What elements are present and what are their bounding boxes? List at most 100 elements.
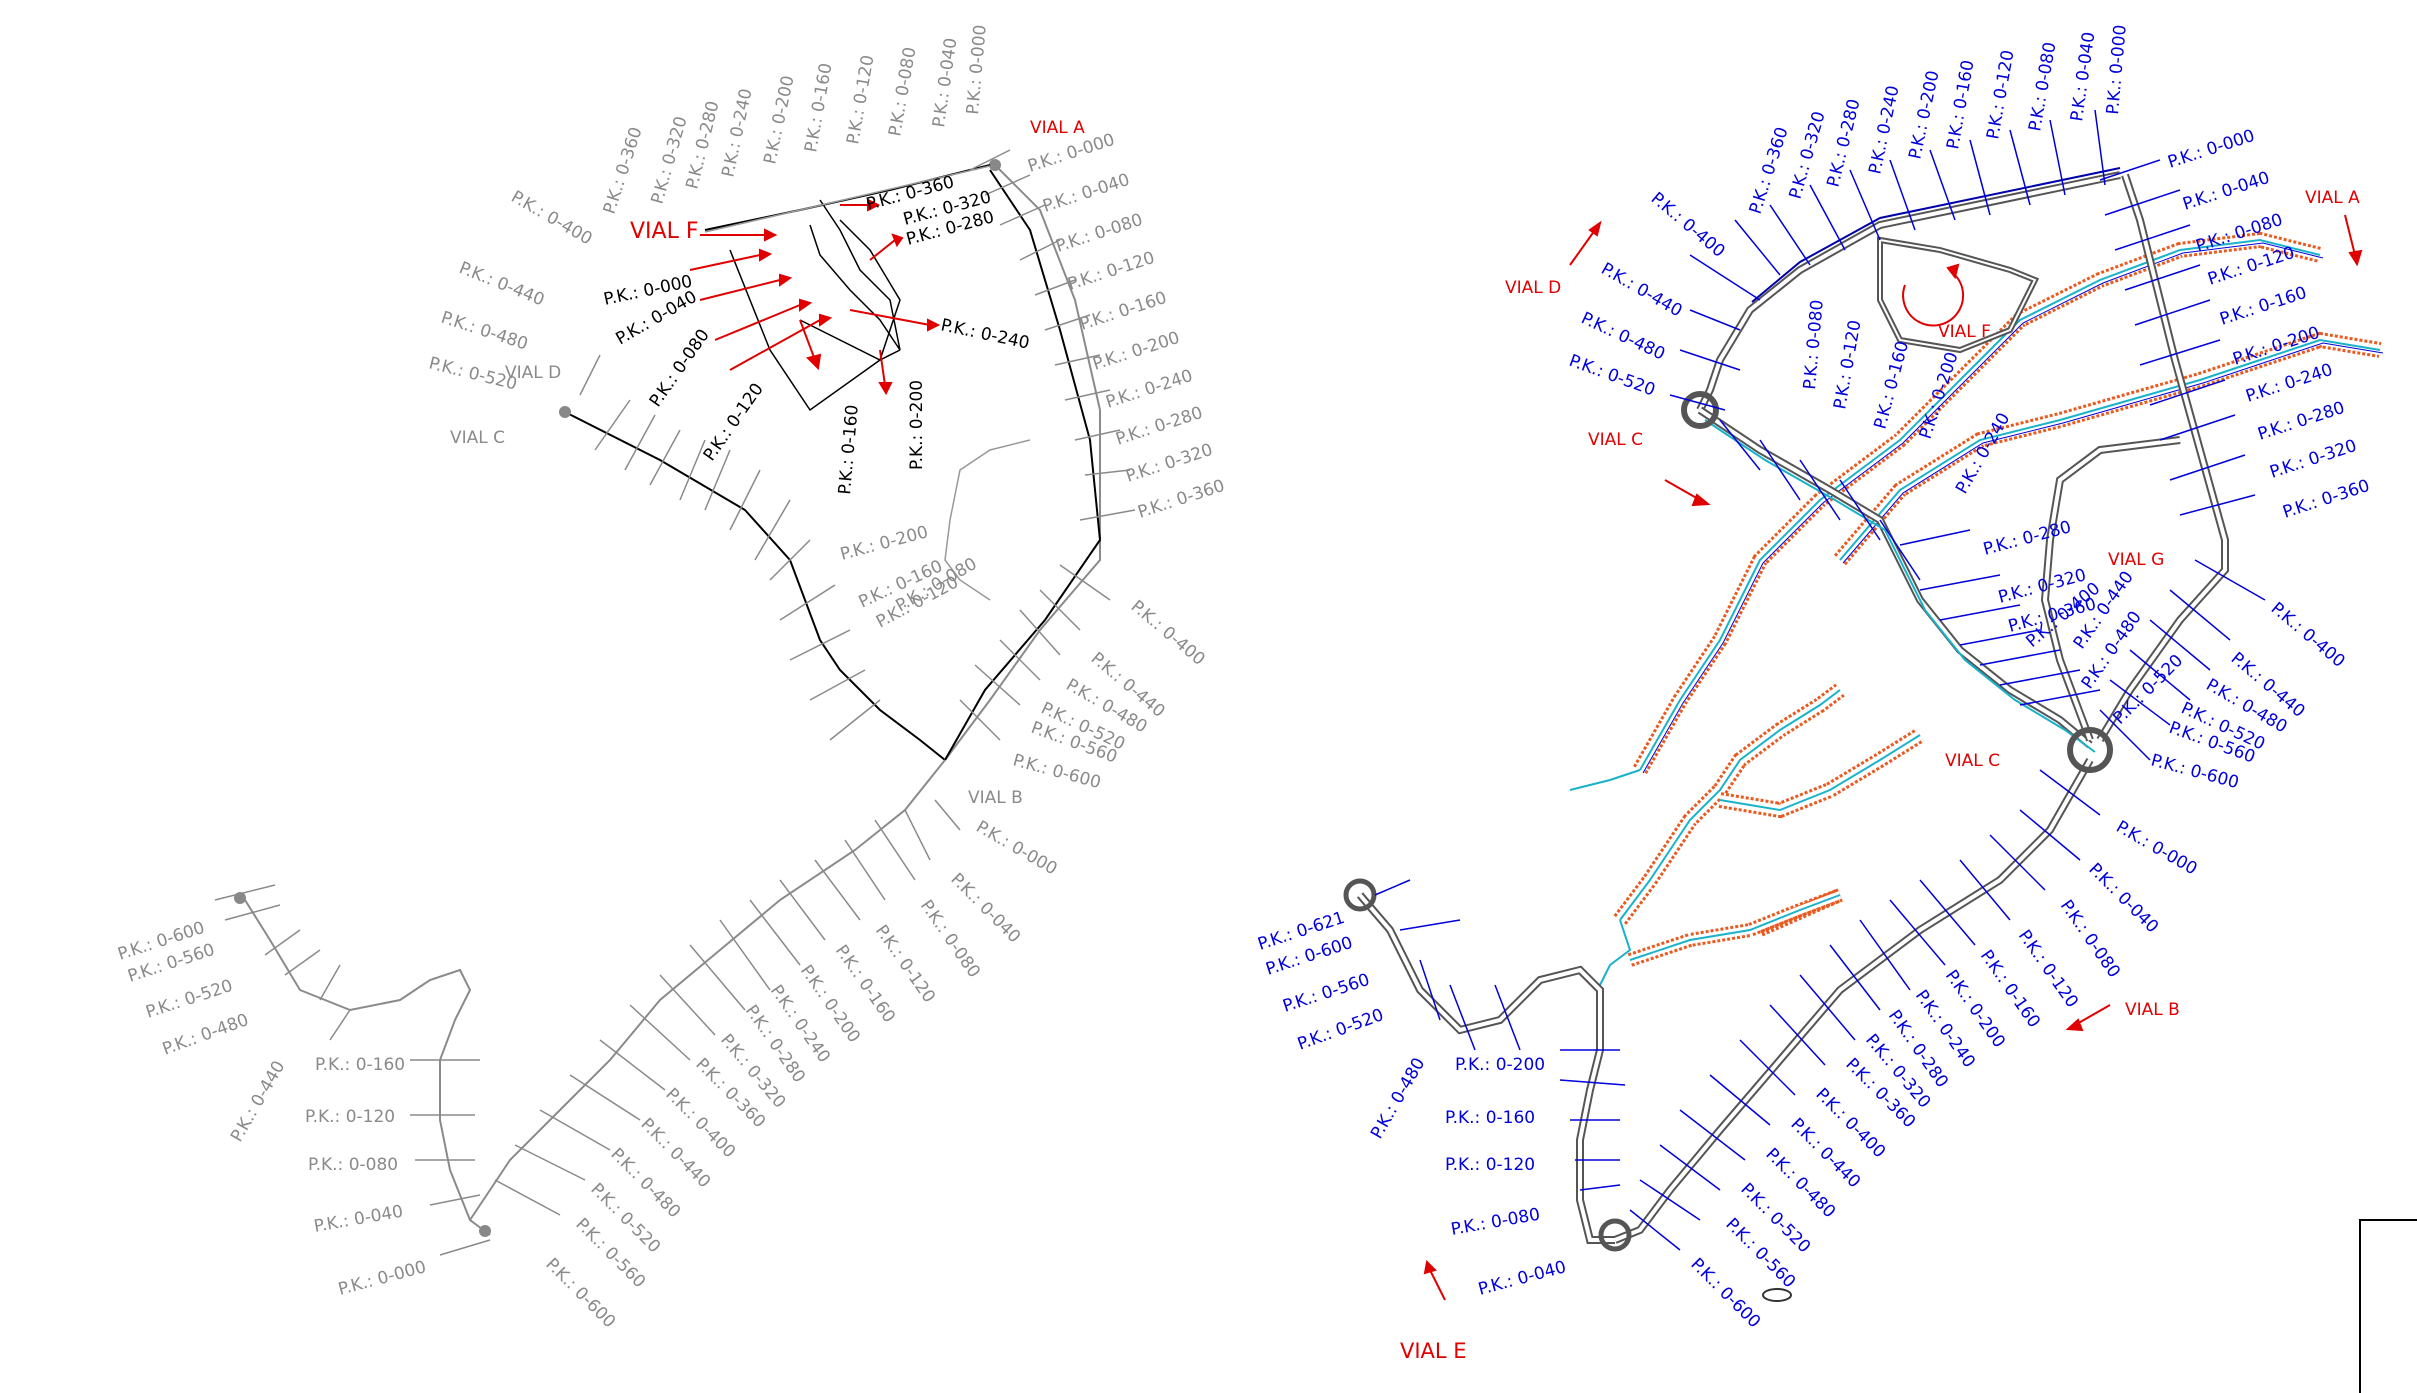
vial-e-alignment xyxy=(244,899,491,1236)
road-vial-d-inner xyxy=(1698,173,2121,411)
left-a-0-040: P.K.: 0-040 xyxy=(1040,170,1132,217)
right-b-0-600: P.K.: 0-600 xyxy=(1686,1254,1764,1332)
left-vial-a-label: VIAL A xyxy=(1030,118,1085,138)
left-d-0-440: P.K.: 0-440 xyxy=(456,258,547,310)
left-a-0-400: P.K.: 0-400 xyxy=(1127,597,1209,670)
vial-f-tail xyxy=(799,319,901,361)
existing-path xyxy=(944,439,1031,601)
road-vial-c-cyan xyxy=(1704,419,2096,753)
left-d-0-520: P.K.: 0-520 xyxy=(427,353,519,394)
left-a-0-160: P.K.: 0-160 xyxy=(1077,288,1169,335)
right-a-0-360: P.K.: 0-360 xyxy=(2280,476,2372,523)
left-f-0-240: P.K.: 0-240 xyxy=(939,315,1031,353)
road-vial-g-inner xyxy=(2042,438,2181,741)
left-d-0-400: P.K.: 0-400 xyxy=(508,187,596,249)
right-a-0-160: P.K.: 0-160 xyxy=(2217,283,2309,330)
right-vial-d-label: VIAL D xyxy=(1505,278,1561,298)
right-b-0-080: P.K.: 0-080 xyxy=(2056,896,2124,981)
right-vial-c-mid-label: VIAL C xyxy=(1945,751,2000,771)
vial-d-alignment xyxy=(564,411,946,761)
left-f-0-160: P.K.: 0-160 xyxy=(835,404,863,495)
right-vial-g-label: VIAL G xyxy=(2108,550,2164,570)
left-a-0-080: P.K.: 0-080 xyxy=(1053,210,1145,257)
vial-a-black-alignment xyxy=(944,169,1102,761)
left-a-0-240: P.K.: 0-240 xyxy=(1103,366,1195,413)
roundabout-vial-c xyxy=(2067,727,2113,773)
right-vial-e-label: VIAL E xyxy=(1400,1339,1467,1363)
left-d-0-000: P.K.: 0-000 xyxy=(963,24,991,115)
right-c-0-080: P.K.: 0-080 xyxy=(1800,299,1828,390)
left-d-0-080: P.K.: 0-080 xyxy=(885,46,920,138)
left-d-0-120: P.K.: 0-120 xyxy=(843,54,878,146)
left-d-0-480: P.K.: 0-480 xyxy=(438,308,530,355)
right-vial-b-label: VIAL B xyxy=(2125,1000,2180,1020)
roundabout-vial-e-south xyxy=(1598,1218,1632,1252)
right-b-0-000: P.K.: 0-000 xyxy=(2113,817,2201,879)
left-a-0-200: P.K.: 0-200 xyxy=(1090,328,1182,375)
left-d-0-240: P.K.: 0-240 xyxy=(718,87,756,179)
right-vial-a-label: VIAL A xyxy=(2305,188,2360,208)
vial-e-arrow xyxy=(1423,1259,1446,1301)
left-e-0-120: P.K.: 0-120 xyxy=(305,1107,395,1127)
left-a-0-360: P.K.: 0-360 xyxy=(1135,476,1227,523)
river-north xyxy=(1633,231,2324,774)
vial-b-arrow xyxy=(2065,1004,2111,1032)
vial-a-alignment xyxy=(944,164,1101,761)
left-a-0-320: P.K.: 0-320 xyxy=(1123,440,1215,487)
road-vial-a-inner xyxy=(2098,174,2227,742)
left-e-0-160: P.K.: 0-160 xyxy=(315,1055,405,1075)
small-pond xyxy=(1762,1288,1792,1302)
left-d-0-280: P.K.: 0-280 xyxy=(682,99,723,191)
right-d-0-240: P.K.: 0-240 xyxy=(1865,84,1903,176)
right-vial-c-top-label: VIAL C xyxy=(1588,430,1643,450)
right-d-0-120: P.K.: 0-120 xyxy=(1983,49,2018,141)
left-vial-b-labels: P.K.: 0-000 P.K.: 0-040 P.K.: 0-080 P.K.… xyxy=(541,817,1060,1332)
right-station-ticks xyxy=(1374,109,2266,1251)
left-vial-c-labels: P.K.: 0-080 P.K.: 0-120 P.K.: 0-160 P.K.… xyxy=(838,522,980,632)
vial-f-arrows xyxy=(689,198,941,396)
left-d-0-200: P.K.: 0-200 xyxy=(760,74,798,166)
right-e-0-080: P.K.: 0-080 xyxy=(1449,1205,1541,1240)
river-south-b xyxy=(1718,728,1925,819)
right-g-0-280: P.K.: 0-280 xyxy=(1981,517,2073,560)
right-vial-f-label: VIAL F xyxy=(1938,322,1991,342)
river-tail-west xyxy=(1569,769,1641,791)
left-d-0-040: P.K.: 0-040 xyxy=(929,37,961,129)
river-tail-southwest xyxy=(1599,919,1632,986)
right-a-0-400: P.K.: 0-400 xyxy=(2267,599,2349,672)
vial-a-arrow xyxy=(2344,214,2363,267)
right-d-0-360: P.K.: 0-360 xyxy=(1746,125,1793,217)
river-south-c xyxy=(1627,888,1843,967)
right-a-0-280: P.K.: 0-280 xyxy=(2255,398,2347,445)
right-d-0-160: P.K.: 0-160 xyxy=(1943,59,1978,151)
left-vial-c-label: VIAL C xyxy=(450,428,505,448)
right-d-0-200: P.K.: 0-200 xyxy=(1905,69,1943,161)
left-b-0-000: P.K.: 0-000 xyxy=(973,817,1061,879)
right-e-0-040: P.K.: 0-040 xyxy=(1476,1257,1568,1300)
left-f-0-200: P.K.: 0-200 xyxy=(907,380,927,470)
left-a-0-280: P.K.: 0-280 xyxy=(1113,403,1205,450)
vial-f-arrow xyxy=(1902,263,1965,327)
vial-a-ticks xyxy=(959,149,1136,741)
left-e-0-520: P.K.: 0-520 xyxy=(143,976,235,1023)
vial-d-start-node xyxy=(559,406,571,418)
left-e-0-040: P.K.: 0-040 xyxy=(312,1202,404,1237)
vial-d-ticks xyxy=(579,354,881,741)
right-e-0-160: P.K.: 0-160 xyxy=(1445,1108,1535,1128)
roundabout-vial-e-north xyxy=(1343,878,1377,912)
left-b-0-600: P.K.: 0-600 xyxy=(541,1254,619,1332)
river-south-a xyxy=(1613,683,1845,925)
vial-e-end-node xyxy=(479,1225,491,1237)
right-d-0-000: P.K.: 0-000 xyxy=(2103,24,2131,115)
right-d-0-480: P.K.: 0-480 xyxy=(1578,308,1668,364)
vial-f-inner xyxy=(809,199,901,351)
right-d-0-520: P.K.: 0-520 xyxy=(1566,351,1658,401)
left-d-0-320: P.K.: 0-320 xyxy=(648,114,692,206)
vial-b-ticks xyxy=(494,799,961,1216)
vial-b-alignment xyxy=(469,759,946,1221)
left-vial-e-labels: P.K.: 0-600 P.K.: 0-560 P.K.: 0-520 P.K.… xyxy=(115,918,428,1300)
right-d-0-040: P.K.: 0-040 xyxy=(2067,31,2099,123)
right-e-0-120: P.K.: 0-120 xyxy=(1445,1155,1535,1175)
right-a-0-000: P.K.: 0-000 xyxy=(2165,126,2257,173)
